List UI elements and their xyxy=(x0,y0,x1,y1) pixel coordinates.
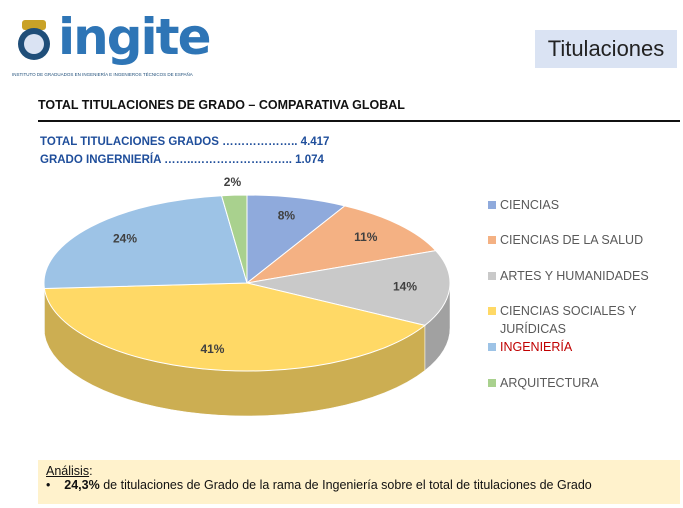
logo-name: ingite xyxy=(58,8,211,66)
legend-label: INGENIERÍA xyxy=(500,340,573,354)
legend-swatch xyxy=(488,272,496,280)
data-label: 14% xyxy=(393,279,417,293)
stat: TOTAL TITULACIONES GRADOS ……………….. 4.417 xyxy=(40,136,330,148)
legend-label: CIENCIAS DE LA SALUD xyxy=(500,233,644,247)
data-label: 41% xyxy=(200,342,224,356)
legend-label: ARQUITECTURA xyxy=(500,376,599,390)
legend-label: CIENCIAS SOCIALES Y JURÍDICAS xyxy=(500,304,637,336)
logo-emblem xyxy=(18,20,50,60)
header-title: Titulaciones xyxy=(535,30,677,68)
legend-swatch xyxy=(488,201,496,209)
data-label: 24% xyxy=(113,231,137,245)
data-label: 2% xyxy=(224,175,242,189)
slice xyxy=(246,194,346,285)
analysis-label: Análisis xyxy=(46,464,90,478)
legend-swatch xyxy=(488,236,496,244)
slice xyxy=(246,250,451,326)
bullet: • 24,3% de titulaciones de Grado de la r… xyxy=(46,478,592,492)
analysis-bold: 24,3% xyxy=(64,478,100,492)
legend-swatch xyxy=(488,307,496,315)
legend-label: ARTES Y HUMANIDADES xyxy=(500,269,649,283)
rule xyxy=(38,120,680,122)
logo-caption: INSTITUTO DE GRADUADOS EN INGENIERÍA E I… xyxy=(12,72,193,77)
analysis-text: de titulaciones de Grado de la rama de I… xyxy=(103,478,592,492)
data-label: 11% xyxy=(354,230,378,244)
section-title: TOTAL TITULACIONES DE GRADO – COMPARATIV… xyxy=(38,98,405,112)
slice xyxy=(43,195,248,290)
analysis: Análisis: • 24,3% de titulaciones de Gra… xyxy=(38,460,680,504)
slice xyxy=(43,282,427,372)
legend-swatch xyxy=(488,343,496,351)
data-label: 8% xyxy=(278,209,296,223)
stat: GRADO INGERNIERÍA ……..…………………….. 1.074 xyxy=(40,154,324,166)
slice xyxy=(220,194,248,284)
legend-swatch xyxy=(488,379,496,387)
slice xyxy=(246,205,437,284)
legend-label: CIENCIAS xyxy=(500,198,560,212)
